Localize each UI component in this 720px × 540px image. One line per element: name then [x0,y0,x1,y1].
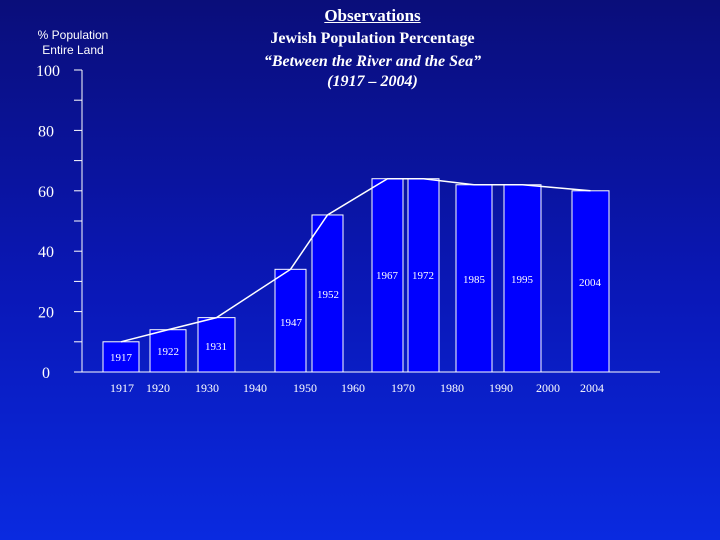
y-tick-label: 100 [36,63,60,80]
x-tick-label: 2004 [580,381,604,395]
slide-heading: Observations [324,6,421,25]
y-tick-label: 20 [38,305,54,322]
bar-2004 [571,190,610,373]
bar-label-1922: 1922 [157,346,179,358]
bar-label-1972: 1972 [412,270,434,282]
bar-1947 [274,268,307,373]
bar-label-1952: 1952 [317,289,339,301]
bar-1931 [197,317,236,373]
bar-label-2004: 2004 [579,277,602,289]
y-tick-label: 80 [38,123,54,140]
y-axis-label-line2: Entire Land [42,43,104,57]
trend-line [120,177,591,343]
bar-1985 [455,184,493,373]
x-tick-label: 1917 [110,381,134,395]
bar-1967 [371,178,404,373]
bar-1952 [311,214,344,373]
x-tick-label: 1990 [489,381,513,395]
chart-subtitle-line1: “Between the River and the Sea” [263,53,482,70]
y-axis-label-line1: % Population [37,28,109,42]
bar-1917 [102,341,140,373]
x-tick-label: 1940 [243,381,267,395]
y-tick-label: 60 [38,184,54,201]
bar-1922 [149,329,187,373]
x-tick-label: 1950 [293,381,317,395]
x-tick-label: 1980 [440,381,464,395]
chart-subtitle-line2: (1917 – 2004) [327,73,418,90]
bar-label-1931: 1931 [205,341,227,353]
y-tick-label: 40 [38,244,54,261]
y-tick-label: 0 [42,365,50,382]
x-tick-label: 2000 [536,381,560,395]
chart-title: Jewish Population Percentage [270,30,475,47]
x-tick-label: 1930 [195,381,219,395]
bar-label-1985: 1985 [463,274,486,286]
x-tick-label: 1920 [146,381,170,395]
bar-label-1995: 1995 [511,274,534,286]
bar-label-1967: 1967 [376,270,399,282]
bar-1995 [503,184,542,373]
bar-label-1947: 1947 [280,317,303,329]
bar-1972 [407,178,440,373]
bar-label-1917: 1917 [110,352,133,364]
x-tick-label: 1970 [391,381,415,395]
x-tick-label: 1960 [341,381,365,395]
